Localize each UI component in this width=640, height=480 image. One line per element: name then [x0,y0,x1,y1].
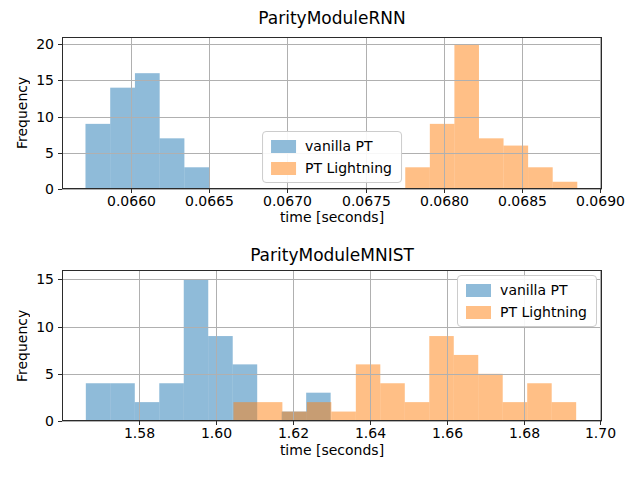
x-axis-label: time [seconds] [62,209,602,226]
legend-swatch-pt-lightning [271,162,296,175]
y-axis-label: Frequency [12,37,32,189]
hist-bar-pt-lightning [528,167,553,189]
x-tick-label: 0.0685 [498,193,547,209]
hist-bar-pt-lightning [527,383,551,421]
legend: vanilla PT PT Lightning [457,275,597,327]
hist-bar-vanilla-pt [208,336,232,421]
hist-bar-pt-lightning [331,412,355,421]
x-tick-label: 1.58 [124,425,155,441]
hist-bar-pt-lightning [405,402,429,421]
x-tick-label: 1.70 [585,425,616,441]
hist-bar-pt-lightning [405,167,430,189]
hist-bar-vanilla-pt [85,124,110,189]
y-tick-label: 10 [36,109,54,125]
x-tick-label: 1.62 [278,425,309,441]
x-axis-label: time [seconds] [62,442,602,459]
x-tick-label: 0.0675 [342,193,391,209]
hist-bar-pt-lightning [307,402,331,421]
y-tick-label: 0 [45,181,54,197]
legend-entry: vanilla PT [271,137,392,155]
y-tick-label: 10 [36,319,54,335]
legend-label: vanilla PT [305,138,372,155]
plot-area-mnist: 1.581.601.621.641.661.681.70051015 vanil… [62,270,602,421]
legend-swatch-pt-lightning [466,306,491,319]
legend-label: vanilla PT [500,282,567,299]
legend-label: PT Lightning [500,304,587,321]
x-tick-label: 1.60 [201,425,232,441]
y-tick-label: 5 [45,366,54,382]
hist-bar-vanilla-pt [135,402,159,421]
legend-entry: PT Lightning [271,159,392,177]
y-tick-label: 5 [45,145,54,161]
x-tick-label: 0.0660 [107,193,156,209]
hist-bar-vanilla-pt [184,279,208,421]
hist-bar-pt-lightning [552,402,576,421]
x-tick-label: 0.0670 [263,193,312,209]
hist-bar-pt-lightning [258,402,282,421]
hist-bar-pt-lightning [503,402,527,421]
hist-bar-pt-lightning [380,383,404,421]
hist-bar-pt-lightning [430,124,455,189]
x-tick-label: 0.0665 [185,193,234,209]
chart-title-mnist: ParityModuleMNIST [62,245,602,265]
hist-bar-pt-lightning [233,402,257,421]
y-tick-label: 0 [45,413,54,429]
x-tick-label: 1.66 [432,425,463,441]
x-tick-label: 0.0680 [420,193,469,209]
hist-bar-vanilla-pt [110,383,134,421]
legend-entry: vanilla PT [466,281,587,299]
hist-bar-vanilla-pt [184,167,209,189]
hist-bar-pt-lightning [454,44,479,189]
legend-entry: PT Lightning [466,303,587,321]
chart-title-rnn: ParityModuleRNN [62,8,602,28]
hist-bar-pt-lightning [553,182,578,189]
y-tick-label: 15 [36,72,54,88]
matplotlib-figure: ParityModuleRNN Frequency 0.06600.06650.… [0,0,640,480]
plot-area-rnn: 0.06600.06650.06700.06750.06800.06850.06… [62,37,602,189]
hist-bar-pt-lightning [479,138,504,189]
x-tick-label: 1.68 [509,425,540,441]
x-tick-label: 1.64 [355,425,386,441]
hist-bar-vanilla-pt [160,138,185,189]
y-tick-label: 20 [36,36,54,52]
y-tick-label: 15 [36,271,54,287]
hist-bar-vanilla-pt [135,73,160,189]
hist-bar-pt-lightning [429,336,453,421]
hist-bar-vanilla-pt [86,383,110,421]
legend-label: PT Lightning [305,160,392,177]
y-axis-label: Frequency [12,270,32,421]
legend: vanilla PT PT Lightning [262,131,402,183]
hist-bar-pt-lightning [504,146,529,189]
hist-bar-pt-lightning [356,364,380,421]
hist-bar-pt-lightning [454,355,478,421]
legend-swatch-vanilla-pt [466,284,491,297]
hist-bar-pt-lightning [282,412,306,421]
x-tick-label: 0.0690 [576,193,625,209]
hist-bar-pt-lightning [478,374,502,421]
legend-swatch-vanilla-pt [271,140,296,153]
hist-bar-vanilla-pt [159,383,183,421]
